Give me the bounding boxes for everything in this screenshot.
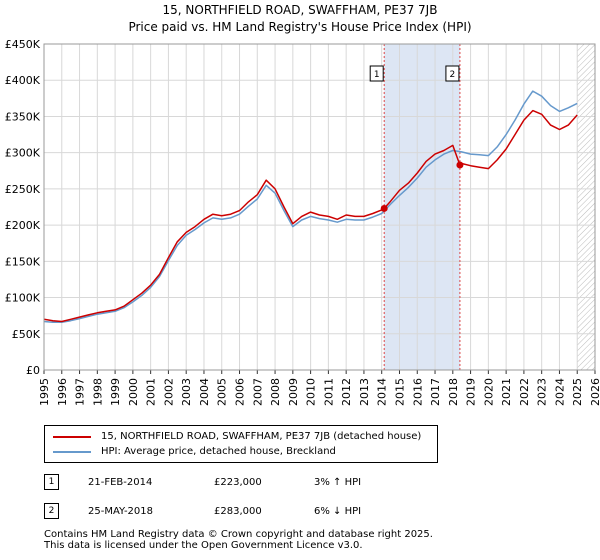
x-tick-label: 2011	[322, 378, 335, 406]
marker-number-label: 2	[450, 70, 456, 80]
y-tick-label: £100K	[5, 292, 41, 305]
legend-swatch-property	[53, 436, 91, 438]
x-tick-label: 2021	[500, 378, 513, 406]
x-tick-label: 2001	[145, 378, 158, 406]
x-tick-label: 2014	[376, 378, 389, 406]
transaction-number-badge: 2	[44, 503, 59, 519]
y-tick-label: £350K	[5, 110, 41, 123]
x-tick-label: 1999	[109, 378, 122, 406]
transaction-hpi-diff: 6% ↓ HPI	[314, 506, 362, 517]
x-tick-label: 2019	[465, 378, 478, 406]
footer-copyright: Contains HM Land Registry data © Crown c…	[44, 529, 433, 540]
x-tick-label: 2013	[358, 378, 371, 406]
transaction-hpi-diff: 3% ↑ HPI	[314, 477, 362, 488]
transaction-date: 21-FEB-2014	[88, 477, 153, 488]
transaction-price: £223,000	[214, 477, 262, 488]
legend-label-hpi: HPI: Average price, detached house, Brec…	[101, 446, 336, 457]
marker-number-label: 1	[374, 70, 380, 80]
legend: 15, NORTHFIELD ROAD, SWAFFHAM, PE37 7JB …	[44, 425, 438, 463]
x-tick-label: 2012	[340, 378, 353, 406]
marker-number-box	[445, 65, 460, 82]
sale-point	[456, 161, 464, 169]
x-tick-label: 2003	[180, 378, 193, 406]
y-tick-label: £150K	[5, 255, 41, 268]
hpi-line	[43, 90, 578, 323]
footer: Contains HM Land Registry data © Crown c…	[44, 529, 433, 551]
y-tick-label: £50K	[12, 328, 41, 341]
y-tick-label: £250K	[5, 183, 41, 196]
y-tick-label: £200K	[5, 219, 41, 232]
x-tick-label: 2023	[536, 378, 549, 406]
x-tick-label: 2008	[269, 378, 282, 406]
future-hatch	[577, 44, 595, 370]
chart-title-line1: 15, NORTHFIELD ROAD, SWAFFHAM, PE37 7JB	[162, 3, 438, 17]
legend-label-property: 15, NORTHFIELD ROAD, SWAFFHAM, PE37 7JB …	[101, 431, 422, 442]
x-tick-label: 2024	[553, 378, 566, 406]
x-tick-label: 2022	[518, 378, 531, 406]
transaction-date: 25-MAY-2018	[88, 506, 154, 517]
x-tick-label: 2015	[393, 378, 406, 406]
x-tick-label: 2026	[589, 378, 600, 406]
x-tick-label: 2004	[198, 378, 211, 406]
chart-title: 15, NORTHFIELD ROAD, SWAFFHAM, PE37 7JB …	[0, 2, 600, 36]
x-tick-label: 1997	[74, 378, 87, 406]
x-tick-label: 2018	[447, 378, 460, 406]
x-tick-label: 2000	[127, 378, 140, 406]
footer-licence: This data is licensed under the Open Gov…	[44, 540, 363, 551]
x-tick-label: 1995	[38, 378, 51, 406]
x-tick-label: 2009	[287, 378, 300, 406]
transaction-number-badge: 1	[44, 474, 59, 490]
x-tick-label: 2006	[234, 378, 247, 406]
x-tick-label: 2020	[482, 378, 495, 406]
ownership-shade	[384, 44, 460, 370]
x-tick-label: 2016	[411, 378, 424, 406]
property-price-line	[43, 109, 578, 323]
y-tick-label: £400K	[5, 74, 41, 87]
plot-frame	[43, 43, 596, 371]
legend-swatch-hpi	[53, 451, 91, 453]
x-tick-label: 2002	[162, 378, 175, 406]
x-tick-label: 1998	[91, 378, 104, 406]
marker-number-box	[369, 65, 384, 82]
x-tick-label: 2007	[251, 378, 264, 406]
x-tick-label: 1996	[56, 378, 69, 406]
x-tick-label: 2010	[305, 378, 318, 406]
y-tick-label: £300K	[5, 147, 41, 160]
sale-point	[380, 204, 388, 212]
y-tick-label: £0	[26, 364, 40, 377]
transaction-price: £283,000	[214, 506, 262, 517]
y-tick-label: £450K	[5, 38, 41, 51]
price-chart: £0 £50K £100K £150K £200K £250K £300K £350K £400…	[5, 38, 600, 406]
plot-background	[44, 44, 595, 370]
x-tick-label: 2017	[429, 378, 442, 406]
x-tick-label: 2005	[216, 378, 229, 406]
chart-subtitle: Price paid vs. HM Land Registry's House …	[128, 20, 472, 34]
x-tick-label: 2025	[571, 378, 584, 406]
